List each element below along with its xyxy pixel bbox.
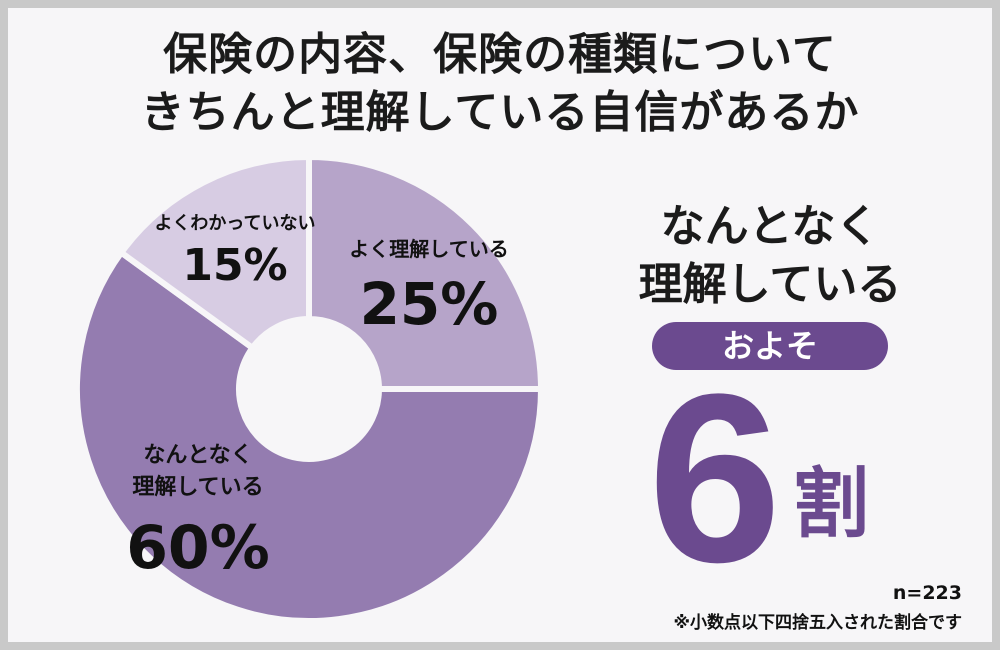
- donut-slice: [117, 153, 312, 353]
- big-ratio-number: 6: [648, 344, 782, 612]
- slice-label: よくわかっていない: [154, 213, 315, 234]
- slice-value-label: 15%: [182, 240, 287, 291]
- rounding-note: ※小数点以下四捨五入された割合です: [673, 613, 962, 633]
- page-title: 保険の内容、保険の種類について きちんと理解している自信があるか: [8, 26, 992, 142]
- donut-slice: [74, 248, 545, 624]
- highlight-line-2: 理解している: [638, 259, 902, 310]
- highlight-line-1: なんとなく: [660, 201, 880, 252]
- approx-badge: およそ: [652, 322, 888, 370]
- slice-label: なんとなく: [143, 443, 252, 468]
- big-ratio-unit: 割: [793, 459, 869, 548]
- sample-size: n=223: [892, 582, 962, 604]
- title-line-2: きちんと理解している自信があるか: [140, 87, 860, 138]
- title-line-1: 保険の内容、保険の種類について: [163, 29, 837, 80]
- infographic-card: 保険の内容、保険の種類について きちんと理解している自信があるか よく理解してい…: [8, 8, 992, 642]
- highlight-panel: なんとなく 理解している およそ: [620, 198, 920, 370]
- donut-slice: [306, 153, 545, 392]
- slice-label: よく理解している: [349, 237, 508, 261]
- slice-value-label: 25%: [360, 270, 499, 338]
- slice-value-label: 60%: [126, 513, 270, 583]
- big-ratio: 6 割: [648, 358, 948, 598]
- slice-label: 理解している: [132, 474, 263, 500]
